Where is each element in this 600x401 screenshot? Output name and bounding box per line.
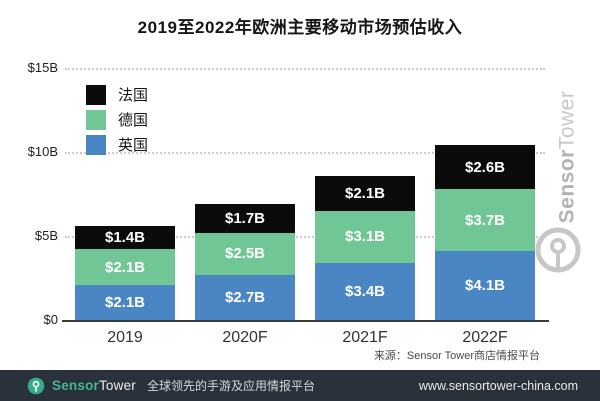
footer-url: www.sensortower-china.com xyxy=(418,378,578,393)
footer-tagline: 全球领先的手游及应用情报平台 xyxy=(146,379,315,393)
watermark-text: SensorTower xyxy=(545,82,589,232)
bar-segment-法国-2022F: $2.6B xyxy=(435,145,535,189)
stacked-bar-2020F: $1.7B $2.5B $2.7B xyxy=(195,204,295,320)
bar-group-2019: $1.4B $2.1B $2.1B xyxy=(65,225,185,320)
stacked-bar-2021F: $2.1B $3.1B $3.4B xyxy=(315,175,415,320)
x-axis-line xyxy=(62,320,549,322)
bar-segment-英国-2020F: $2.7B xyxy=(195,274,295,320)
legend: 法国 德国 英国 xyxy=(86,82,148,157)
stacked-bar-2019: $1.4B $2.1B $2.1B xyxy=(75,225,175,320)
legend-item-英国: 英国 xyxy=(86,132,148,157)
bar-segment-法国-2020F: $1.7B xyxy=(195,204,295,233)
x-tick-label-2020F: 2020F xyxy=(222,329,268,346)
gridline-$5B xyxy=(65,236,545,238)
legend-swatch-英国 xyxy=(86,134,106,155)
sensortower-logo-icon xyxy=(535,227,581,273)
source-note: 来源：Sensor Tower商店情报平台 xyxy=(373,350,540,362)
bar-group-2021F: $2.1B $3.1B $3.4B xyxy=(305,175,425,320)
legend-label-法国: 法国 xyxy=(118,87,149,104)
x-tick-label-2019: 2019 xyxy=(107,329,143,346)
bar-segment-德国-2020F: $2.5B xyxy=(195,232,295,275)
y-tick-label: $15B xyxy=(27,60,58,75)
plot-area: $1.4B $2.1B $2.1B $1.7B $2.5B $2.7B $2.1B $3.1B… xyxy=(65,68,545,320)
legend-swatch-法国 xyxy=(86,84,106,105)
bars-row: $1.4B $2.1B $2.1B $1.7B $2.5B $2.7B $2.1B $3.1B… xyxy=(65,68,545,320)
bar-segment-法国-2019: $1.4B xyxy=(75,225,175,250)
y-tick-label: $10B xyxy=(27,144,58,159)
footer-bar: SensorTower 全球领先的手游及应用情报平台 www.sensortow… xyxy=(0,370,600,401)
legend-label-德国: 德国 xyxy=(118,112,149,129)
bar-group-2022F: $2.6B $3.7B $4.1B xyxy=(425,145,545,320)
chart-title: 2019至2022年欧洲主要移动市场预估收入 xyxy=(137,18,463,37)
bar-group-2020F: $1.7B $2.5B $2.7B xyxy=(185,204,305,320)
legend-label-英国: 英国 xyxy=(118,137,149,154)
legend-swatch-德国 xyxy=(86,109,106,130)
sensortower-footer-logo-icon xyxy=(27,377,45,394)
bar-segment-英国-2019: $2.1B xyxy=(75,284,175,320)
watermark-sensor: Sensor xyxy=(555,149,579,224)
bar-segment-德国-2022F: $3.7B xyxy=(435,188,535,252)
gridline-$10B xyxy=(65,152,545,154)
bar-segment-德国-2019: $2.1B xyxy=(75,249,175,285)
x-tick-label-2021F: 2021F xyxy=(342,329,388,346)
watermark-tower: Tower xyxy=(555,90,579,150)
legend-item-德国: 德国 xyxy=(86,107,148,132)
legend-item-法国: 法国 xyxy=(86,82,148,107)
stacked-bar-2022F: $2.6B $3.7B $4.1B xyxy=(435,145,535,320)
bar-segment-英国-2021F: $3.4B xyxy=(315,262,415,320)
x-axis-labels: 2019 2020F 2021F 2022F xyxy=(65,329,545,347)
bar-segment-英国-2022F: $4.1B xyxy=(435,251,535,320)
footer-brand: SensorTower 全球领先的手游及应用情报平台 xyxy=(27,377,315,395)
bar-segment-德国-2021F: $3.1B xyxy=(315,210,415,263)
bar-segment-法国-2021F: $2.1B xyxy=(315,175,415,211)
x-tick-label-2022F: 2022F xyxy=(462,329,508,346)
gridline-$15B xyxy=(65,68,545,70)
footer-brand-name: SensorTower xyxy=(52,378,136,393)
y-tick-label: $0 xyxy=(43,312,58,327)
y-tick-label: $5B xyxy=(34,228,58,243)
